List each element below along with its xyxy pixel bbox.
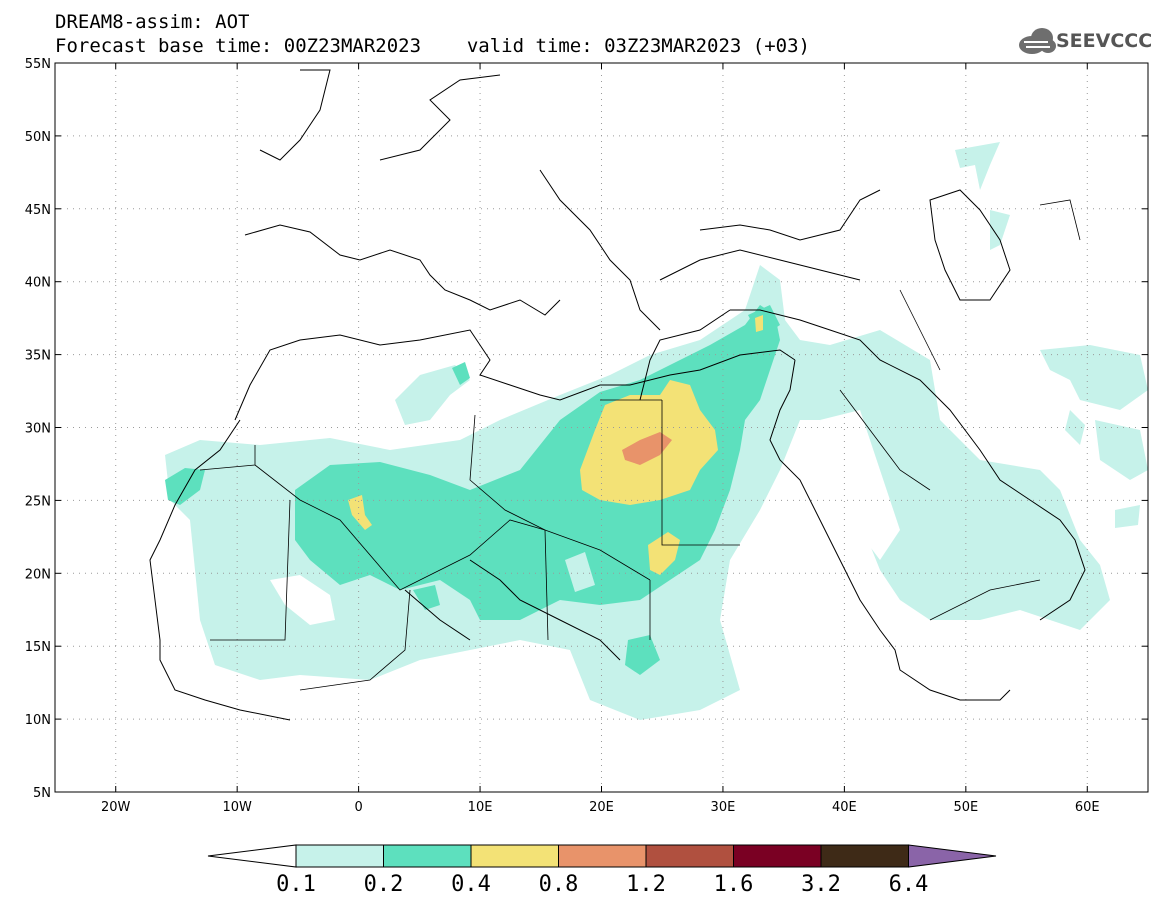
lon-tick-label: 10E	[468, 800, 493, 815]
colorbar-under-triangle	[207, 844, 297, 868]
colorbar-label: 1.2	[626, 872, 666, 897]
lat-tick-label: 30N	[25, 422, 51, 437]
colorbar-swatch	[470, 844, 559, 868]
lon-tick-label: 60E	[1075, 800, 1100, 815]
time-info: Forecast base time: 00Z23MAR2023 valid t…	[55, 36, 810, 56]
aot-gaps-inner	[565, 552, 595, 592]
lat-tick-label: 45N	[25, 203, 51, 218]
aot-field	[165, 142, 1148, 720]
lat-tick-label: 20N	[25, 567, 51, 582]
colorbar-label: 0.2	[364, 872, 404, 897]
cloud-icon	[1019, 28, 1056, 54]
valid-time-label: valid time: 03Z23MAR2023 (+03)	[466, 35, 810, 57]
lon-tick-label: 50E	[953, 800, 978, 815]
colorbar-swatch	[820, 844, 909, 868]
lon-tick-label: 20W	[101, 800, 131, 815]
lat-tick-label: 10N	[25, 713, 51, 728]
colorbar-label: 1.6	[714, 872, 754, 897]
colorbar-swatch	[383, 844, 472, 868]
base-time-label: Forecast base time: 00Z23MAR2023	[55, 35, 422, 57]
map-title: DREAM8-assim: AOT	[55, 11, 250, 33]
lon-axis: 20W 10W 0 10E 20E 30E 40E 50E 60E	[101, 800, 1100, 815]
colorbar-swatch	[295, 844, 384, 868]
colorbar-labels: 0.1 0.2 0.4 0.8 1.2 1.6 3.2 6.4	[276, 872, 928, 897]
lon-tick-label: 0	[354, 800, 362, 815]
aot-band-0.8	[622, 432, 672, 465]
colorbar-swatch	[558, 844, 647, 868]
colorbar-label: 0.8	[539, 872, 579, 897]
colorbar	[207, 844, 997, 868]
lon-tick-label: 10W	[222, 800, 252, 815]
lat-tick-label: 50N	[25, 130, 51, 145]
lat-tick-label: 35N	[25, 349, 51, 364]
lat-tick-label: 25N	[25, 494, 51, 509]
logo-text: SEEVCCC	[1056, 30, 1153, 52]
lat-tick-label: 15N	[25, 640, 51, 655]
lat-axis: 55N 50N 45N 40N 35N 30N 25N 20N 15N 10N 5N	[25, 57, 51, 801]
lon-tick-label: 40E	[832, 800, 857, 815]
colorbar-over-triangle	[908, 844, 997, 868]
country-borders	[199, 199, 1081, 691]
colorbar-label: 6.4	[889, 872, 929, 897]
colorbar-label: 3.2	[801, 872, 841, 897]
lat-tick-label: 5N	[33, 786, 51, 801]
graticule	[55, 63, 1148, 792]
lat-tick-label: 55N	[25, 57, 51, 72]
colorbar-swatch	[645, 844, 734, 868]
colorbar-label: 0.1	[276, 872, 316, 897]
colorbar-label: 0.4	[451, 872, 491, 897]
colorbar-swatch	[733, 844, 822, 868]
lon-tick-label: 20E	[589, 800, 614, 815]
coastlines	[149, 69, 1086, 721]
lat-tick-label: 40N	[25, 276, 51, 291]
lon-tick-label: 30E	[711, 800, 736, 815]
axis-ticks	[55, 62, 1148, 793]
